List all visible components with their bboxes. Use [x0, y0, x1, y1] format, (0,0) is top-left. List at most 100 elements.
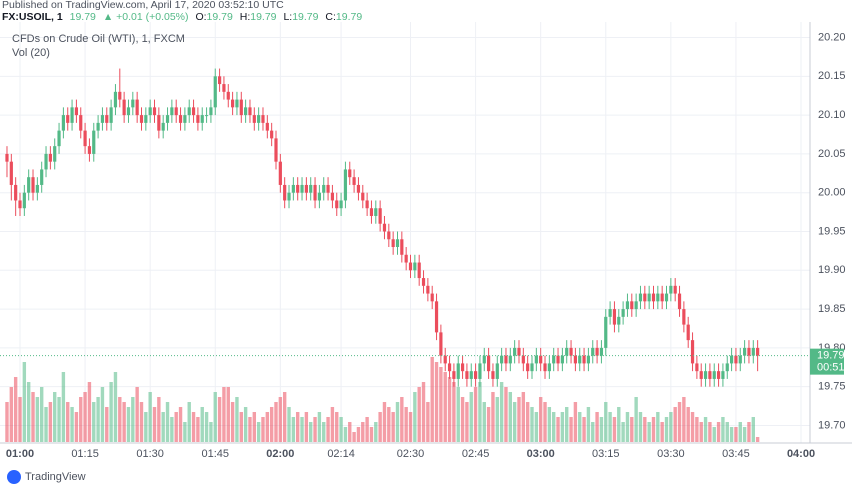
- volume-bar: [569, 417, 573, 442]
- volume-bar: [621, 422, 625, 442]
- volume-bar: [708, 422, 712, 442]
- candle-body: [209, 107, 213, 116]
- candle-body: [79, 115, 83, 131]
- candle-body: [122, 99, 126, 116]
- candle-body: [712, 371, 716, 379]
- candle-body: [491, 371, 495, 379]
- candle-body: [738, 355, 742, 364]
- volume-bar: [586, 407, 591, 442]
- volume-pane: [5, 357, 760, 442]
- volume-bar: [382, 402, 387, 442]
- volume-bar: [161, 412, 165, 442]
- volume-bar: [400, 397, 404, 442]
- candle-body: [656, 293, 660, 302]
- candle-body: [226, 91, 230, 100]
- volume-bar: [647, 422, 651, 442]
- volume-bar: [591, 422, 595, 442]
- volume-bar: [551, 412, 556, 442]
- candle-body: [669, 285, 673, 294]
- candle-body: [248, 107, 252, 116]
- volume-bar: [165, 402, 170, 442]
- price-pane: [5, 68, 760, 387]
- candle-body: [92, 130, 96, 154]
- candle-body: [743, 347, 747, 356]
- volume-bar: [126, 407, 131, 442]
- volume-bar: [556, 417, 560, 442]
- candle-body: [48, 153, 52, 162]
- y-tick-label: 19.85: [818, 303, 846, 315]
- candle-body: [682, 309, 686, 325]
- x-tick-label: 02:30: [397, 448, 425, 460]
- candle-body: [148, 107, 152, 116]
- volume-bar: [538, 397, 543, 442]
- candle-body: [144, 115, 148, 123]
- candle-body: [9, 161, 13, 185]
- candle-body: [395, 239, 400, 248]
- volume-bar: [751, 417, 755, 442]
- candle-body: [404, 254, 408, 263]
- logo-mark: [7, 470, 21, 484]
- volume-bar: [174, 412, 178, 442]
- candle-body: [335, 200, 339, 209]
- candle-body: [261, 115, 265, 123]
- volume-bar: [83, 392, 87, 442]
- volume-bar: [157, 397, 161, 442]
- volume-bar: [525, 402, 530, 442]
- volume-bar: [335, 412, 339, 442]
- candle-body: [504, 355, 508, 364]
- candle-body: [174, 107, 178, 116]
- volume-bar: [352, 432, 356, 442]
- volume-bar: [235, 397, 239, 442]
- candle-body: [591, 347, 595, 356]
- candle-body: [313, 184, 317, 201]
- volume-bar: [295, 412, 300, 442]
- grid: [0, 22, 810, 443]
- volume-bar: [465, 402, 469, 442]
- candle-body: [547, 363, 551, 372]
- y-tick-label: 20.10: [818, 109, 846, 121]
- candle-body: [426, 285, 430, 294]
- candle-body: [382, 223, 387, 232]
- volume-bar: [217, 397, 222, 442]
- candle-body: [231, 99, 235, 108]
- candle-body: [287, 192, 291, 201]
- volume-bar: [408, 412, 413, 442]
- y-tick-label: 20.20: [818, 31, 846, 43]
- x-tick-label: 04:00: [787, 448, 815, 460]
- volume-bar: [469, 392, 473, 442]
- candle-body: [352, 177, 356, 185]
- candle-body: [374, 208, 378, 216]
- price: 19.79: [70, 11, 96, 23]
- volume-bar: [703, 417, 708, 442]
- volume-bar: [439, 367, 443, 442]
- candle-body: [413, 262, 417, 271]
- volume-bar: [53, 392, 57, 442]
- x-tick-label: 01:30: [136, 448, 164, 460]
- volume-bar: [604, 402, 608, 442]
- candle-body: [721, 371, 725, 379]
- volume-bar: [13, 377, 18, 442]
- volume-bar: [326, 417, 330, 442]
- candle-body: [456, 363, 460, 379]
- candle-body: [716, 371, 721, 379]
- candle-body: [651, 293, 656, 302]
- candle-body: [447, 363, 452, 372]
- candle-body: [573, 355, 577, 364]
- candle-body: [152, 107, 157, 116]
- volume-bar: [330, 407, 335, 442]
- x-tick-label: 03:00: [527, 448, 555, 460]
- volume-bar: [356, 427, 361, 442]
- volume-bar: [395, 402, 400, 442]
- volume-bar: [486, 407, 491, 442]
- candle-body: [539, 355, 543, 364]
- volume-bar: [508, 392, 513, 442]
- candle-body: [495, 363, 499, 379]
- volume-bar: [144, 412, 148, 442]
- volume-bar: [26, 382, 31, 442]
- volume-bar: [222, 387, 226, 442]
- volume-bar: [404, 407, 408, 442]
- candle-body: [126, 107, 131, 116]
- volume-bar: [578, 412, 582, 442]
- last-price-box: [810, 348, 844, 375]
